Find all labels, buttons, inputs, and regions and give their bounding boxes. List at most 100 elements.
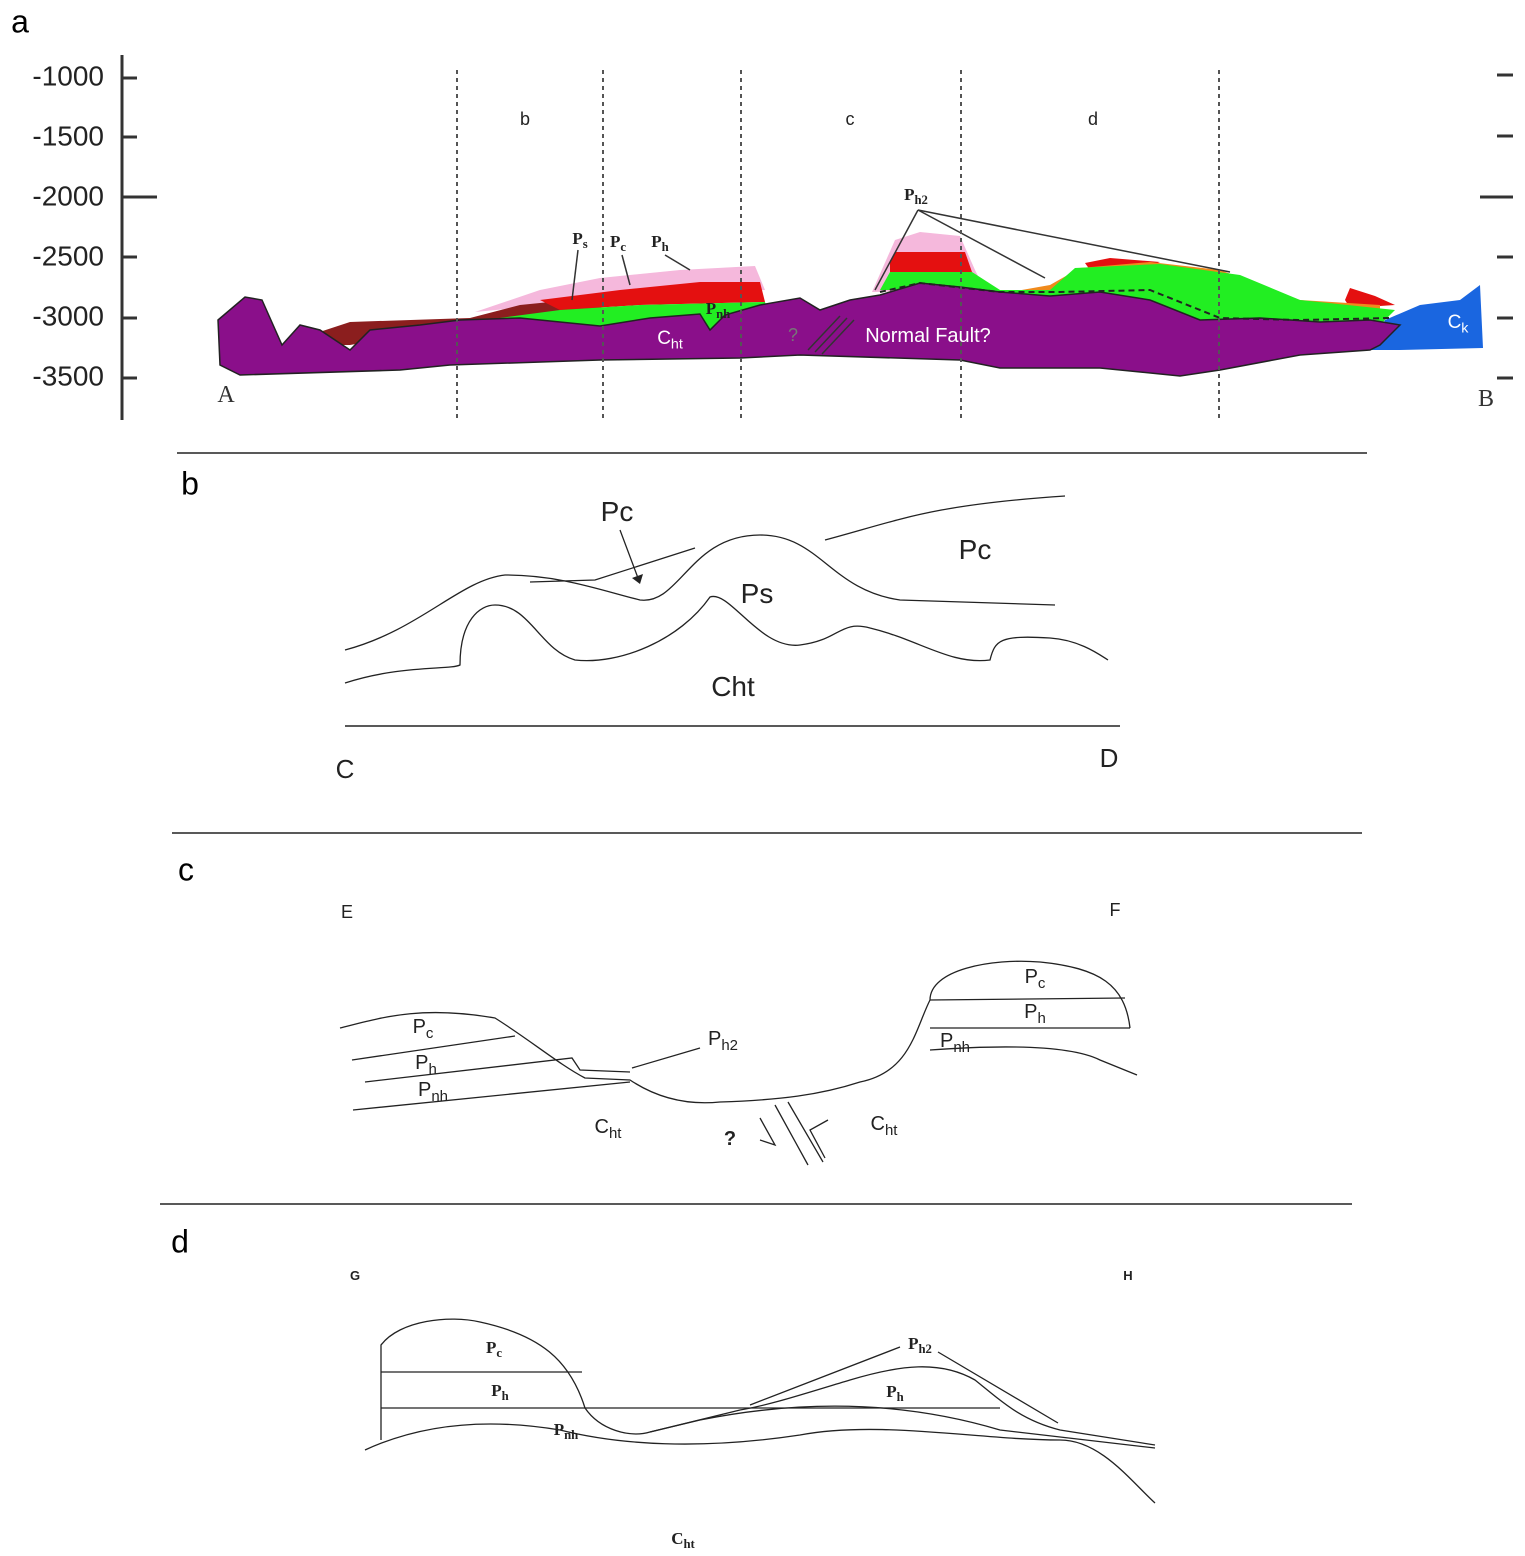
label-text: Cht [711,671,755,702]
label-subscript: nh [564,1428,578,1442]
label-subscript: h [429,1061,437,1078]
label-text: P [651,232,661,251]
label-text: Ps [741,578,774,609]
layer-label: c [846,109,855,129]
label-text: b [520,109,530,129]
layer-label: ? [788,325,798,345]
label-text: Normal Fault? [865,325,991,347]
label-text: P [554,1420,564,1439]
label-text: P [1025,966,1038,988]
y-tick-label: -2500 [32,240,104,271]
layer-label: b [520,109,530,129]
layer-label: Ph [651,232,668,254]
layer-label: B [1478,386,1494,412]
layer-label: Ps [741,578,774,609]
label-subscript: c [620,240,626,254]
layer-label: Pnh [706,299,731,321]
panel-label: a [11,3,29,39]
label-text: P [415,1052,428,1074]
layer-label: Pnh [418,1079,448,1105]
label-text: ? [788,325,798,345]
label-text: H [1123,1268,1132,1283]
label-text: P [706,299,716,318]
label-text: D [1100,743,1119,773]
layer-label: Pc [1025,966,1046,992]
layer-label: d [1088,109,1098,129]
label-text: P [572,229,582,248]
label-text: G [350,1268,360,1283]
section-c [339,960,1138,1166]
label-text: ? [724,1128,736,1150]
label-text: d [1088,109,1098,129]
layer-label: Ph [491,1381,508,1403]
label-text: C [657,328,671,349]
layer-label: G [350,1268,360,1283]
layer-label: Cht [657,328,683,352]
layer-label: D [1100,743,1119,773]
y-tick-label: -2000 [32,180,104,211]
layer-label: Pc [610,232,626,254]
label-text: P [610,232,620,251]
label-text: C [871,1113,885,1135]
layer-label: Ph2 [708,1028,738,1054]
label-subscript: h [662,240,669,254]
label-subscript: h [502,1389,509,1403]
label-text: P [418,1079,431,1101]
layer-label: Pnh [554,1420,579,1442]
layer-label: Pnh [940,1030,970,1056]
section-d [364,1318,1156,1504]
label-text: Pc [959,534,992,565]
layer-label: Cht [595,1116,623,1142]
label-subscript: h [897,1390,904,1404]
label-text: Pc [601,496,634,527]
section-a [120,55,1513,420]
layer-label: Pc [413,1016,434,1042]
layer-label: Pc [601,496,634,527]
label-text: E [341,902,353,922]
y-tick-label: -3000 [32,300,104,331]
layer-label: Cht [671,1529,695,1551]
label-text: B [1478,386,1494,412]
label-subscript: nh [431,1088,448,1105]
label-text: C [671,1529,683,1548]
layer-label: ? [724,1128,736,1150]
y-tick-label: -3500 [32,360,104,391]
label-subscript: ht [609,1125,622,1142]
layer-label: E [341,902,353,922]
label-subscript: nh [953,1039,970,1056]
layer-label: Cht [711,671,755,702]
layer-label: Ph2 [904,185,928,207]
y-tick-label: -1000 [32,60,104,91]
layer-label: Ph2 [908,1334,932,1356]
label-subscript: nh [716,307,730,321]
label-text: P [413,1016,426,1038]
label-subscript: h [1038,1010,1046,1027]
label-text: P [908,1334,918,1353]
label-text: P [1024,1001,1037,1023]
layer-label: Normal Fault? [865,325,991,347]
label-subscript: k [1461,320,1469,336]
label-text: C [1448,312,1462,333]
y-tick-label: -1500 [32,120,104,151]
layer-label: F [1110,900,1121,920]
label-text: P [486,1338,496,1357]
label-subscript: h2 [914,193,927,207]
label-subscript: c [1038,975,1046,992]
label-text: c [846,109,855,129]
label-subscript: c [496,1346,502,1360]
layer-label: C [336,754,355,784]
label-subscript: h2 [918,1342,931,1356]
layer-label: A [217,382,235,408]
label-subscript: h2 [721,1037,738,1054]
label-subscript: s [583,237,588,251]
layer-label: Pc [959,534,992,565]
layer-label: Ps [572,229,587,251]
label-text: A [217,382,235,408]
label-text: P [886,1382,896,1401]
panel-label: d [171,1223,189,1259]
label-text: C [336,754,355,784]
layer-label: Ck [1448,312,1470,336]
label-text: C [595,1116,609,1138]
label-text: P [491,1381,501,1400]
